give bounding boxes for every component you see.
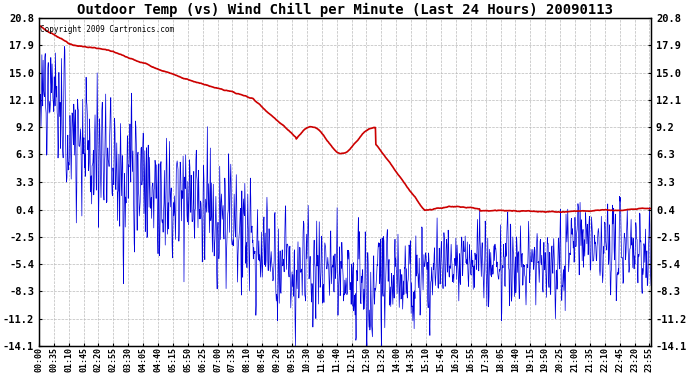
Title: Outdoor Temp (vs) Wind Chill per Minute (Last 24 Hours) 20090113: Outdoor Temp (vs) Wind Chill per Minute …: [77, 3, 613, 17]
Text: Copyright 2009 Cartronics.com: Copyright 2009 Cartronics.com: [40, 25, 175, 34]
